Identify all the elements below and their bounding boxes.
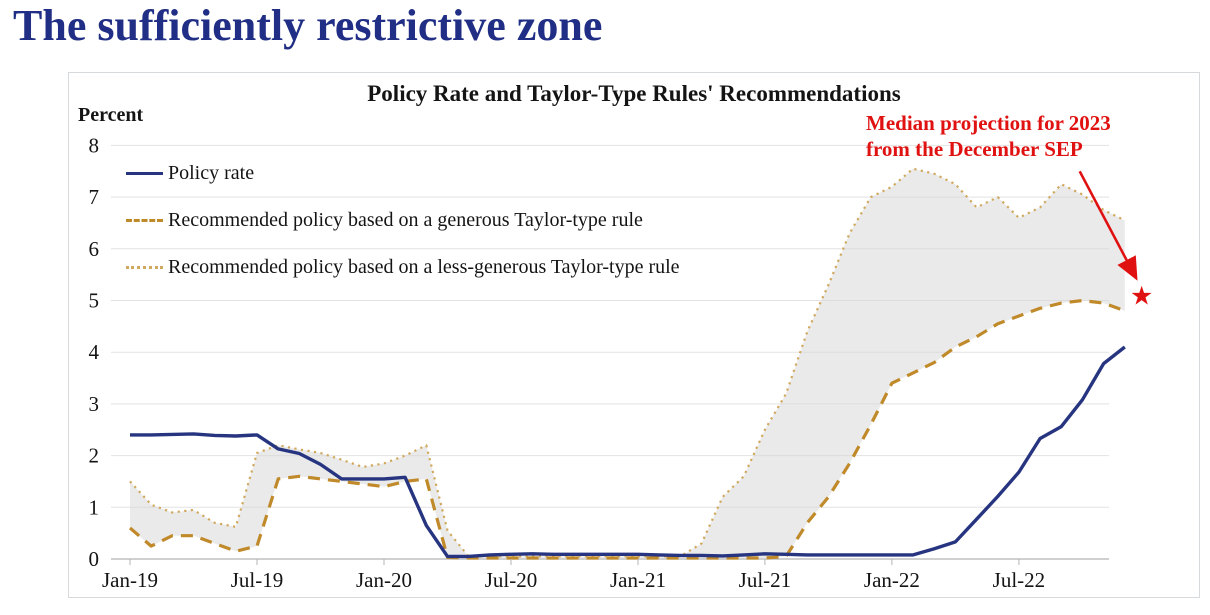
policy-rate-line-sample-icon — [126, 171, 163, 175]
sep-projection-annotation: Median projection for 2023 from the Dece… — [866, 111, 1210, 162]
y-axis-tick-labels: 0 1 2 3 4 5 6 7 8 — [89, 133, 100, 571]
y-tick-label: 4 — [89, 340, 100, 364]
y-axis-title: Percent — [78, 104, 144, 126]
page-title: The sufficiently restrictive zone — [13, 1, 603, 50]
y-tick-label: 1 — [89, 495, 100, 519]
less-generous-rule-line — [129, 167, 1126, 558]
legend: Policy rate Recommended policy based on … — [126, 159, 680, 300]
y-tick-label: 7 — [89, 185, 100, 209]
legend-label: Policy rate — [168, 161, 255, 184]
chart-title: Policy Rate and Taylor-Type Rules' Recom… — [367, 81, 901, 106]
y-tick-label: 3 — [89, 392, 100, 416]
sep-projection-star: ★ — [1130, 281, 1153, 311]
annotation-arrow-and-star: ★ — [1078, 170, 1153, 311]
x-tick-label: Jan-21 — [610, 568, 666, 592]
legend-label: Recommended policy based on a generous T… — [168, 208, 643, 231]
x-tick-label: Jul-22 — [993, 568, 1046, 592]
less-generous-rule-line-sample-icon — [126, 265, 163, 269]
chart-panel: Policy Rate and Taylor-Type Rules' Recom… — [68, 72, 1200, 598]
y-tick-label: 6 — [89, 237, 100, 261]
annotation-line-1: Median projection for 2023 — [866, 111, 1111, 135]
x-tick-label: Jul-19 — [231, 568, 284, 592]
data-series-lines — [128, 167, 1126, 560]
policy-rate-chart: 0 1 2 3 4 5 6 7 8 Jan-19 Jul-19 Jan-20 Jul-20 Jan-21… — [89, 133, 1154, 592]
x-tick-label: Jul-20 — [485, 568, 538, 592]
legend-label: Recommended policy based on a less-gener… — [168, 255, 680, 278]
legend-item-less-generous-rule: Recommended policy based on a less-gener… — [126, 253, 680, 281]
generous-rule-line — [128, 298, 1126, 560]
taylor-rules-shaded-band — [130, 168, 1125, 558]
x-tick-label: Jan-22 — [864, 568, 920, 592]
x-tick-label: Jan-20 — [356, 568, 412, 592]
y-tick-label: 2 — [89, 444, 100, 468]
legend-item-policy-rate: Policy rate — [126, 159, 680, 187]
legend-item-generous-rule: Recommended policy based on a generous T… — [126, 206, 680, 234]
x-axis-tick-labels: Jan-19 Jul-19 Jan-20 Jul-20 Jan-21 Jul-21 Jan-… — [102, 559, 1045, 592]
annotation-arrow — [1078, 170, 1138, 281]
annotation-line-2: from the December SEP — [866, 136, 1083, 161]
y-tick-label: 8 — [89, 133, 100, 157]
y-tick-label: 0 — [89, 547, 100, 571]
x-tick-label: Jul-21 — [739, 568, 792, 592]
y-tick-label: 5 — [89, 289, 100, 313]
x-tick-label: Jan-19 — [102, 568, 158, 592]
shaded-band — [130, 168, 1125, 558]
policy-rate-line — [130, 345, 1126, 559]
generous-rule-line-sample-icon — [126, 218, 163, 222]
